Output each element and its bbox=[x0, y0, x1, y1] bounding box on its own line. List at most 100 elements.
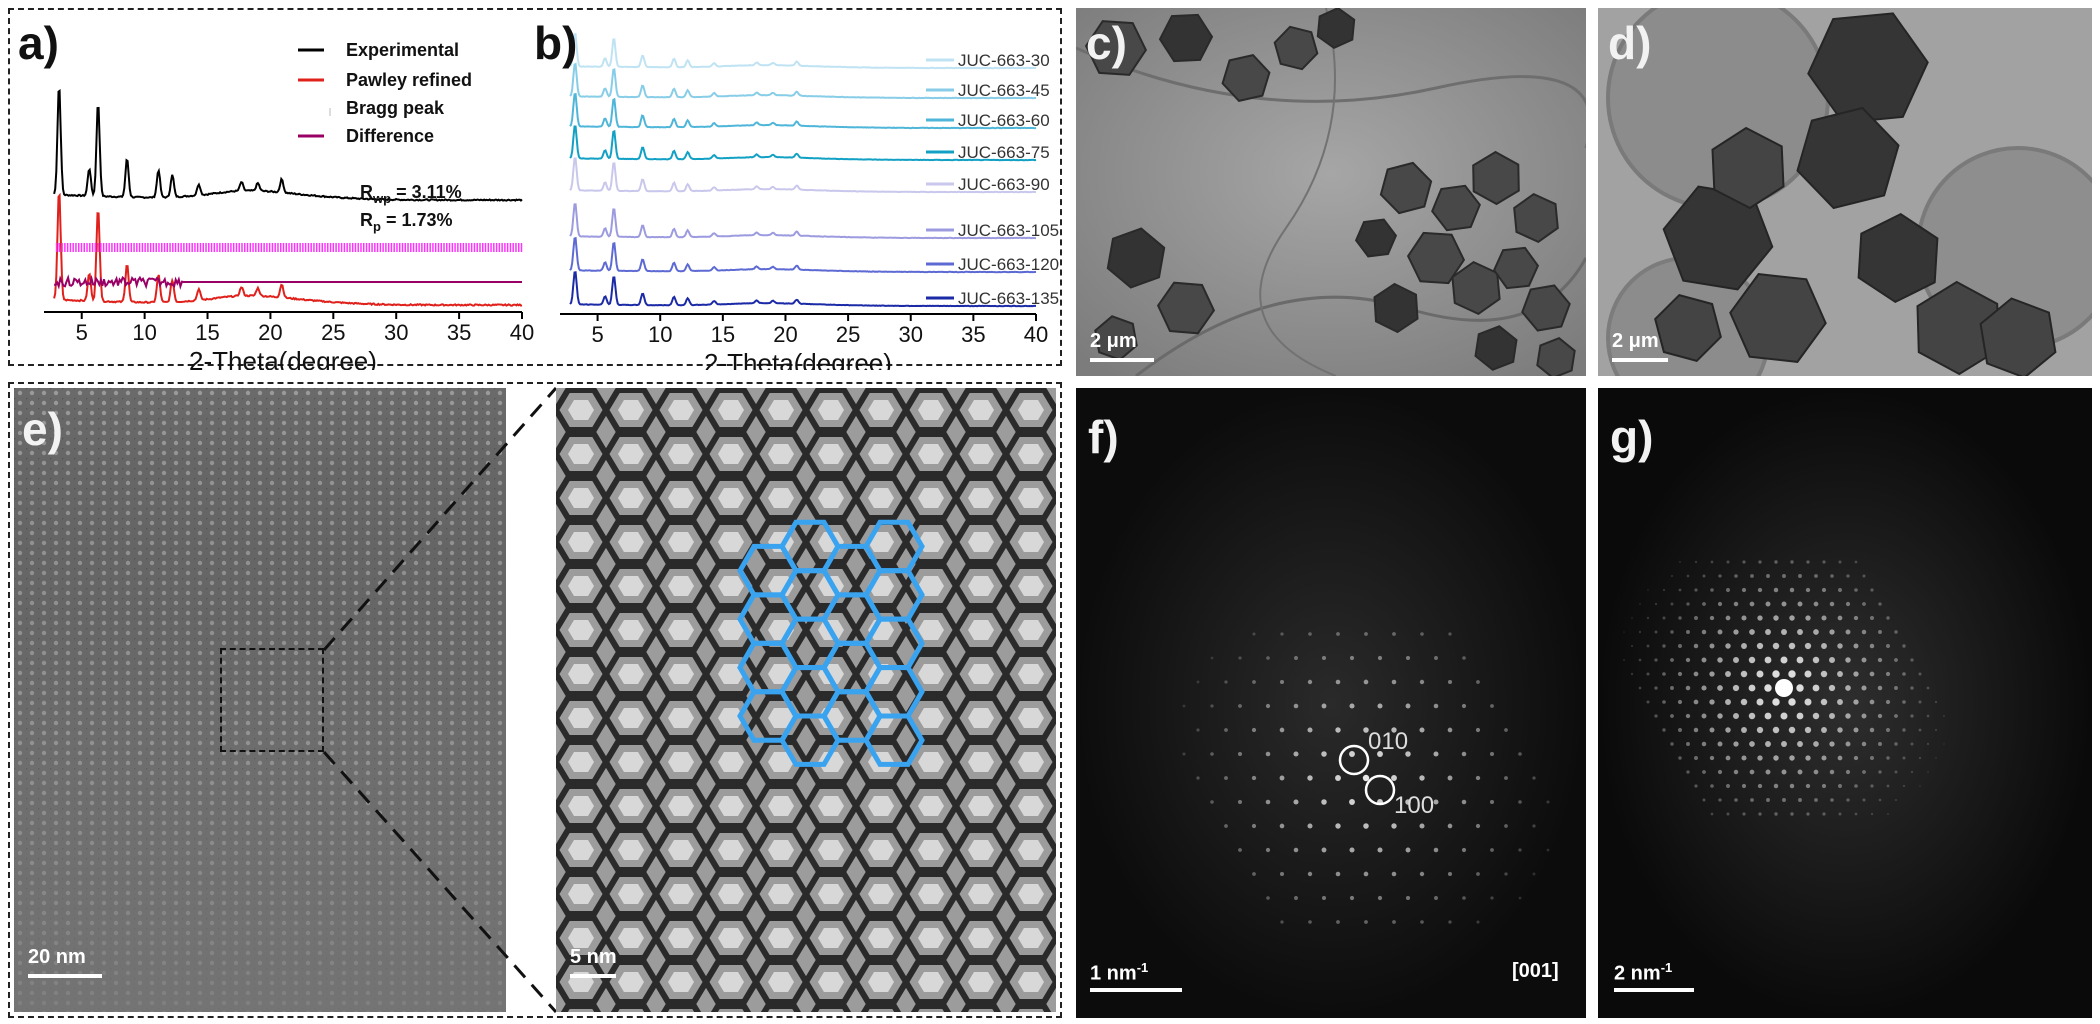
series-label: JUC-663-90 bbox=[958, 175, 1050, 194]
diffraction-spot bbox=[1804, 726, 1812, 734]
diffraction-spot bbox=[1701, 713, 1707, 719]
diffraction-spot bbox=[1725, 615, 1731, 621]
diffraction-spot bbox=[1797, 741, 1803, 747]
diffraction-spot bbox=[1910, 686, 1914, 690]
diffraction-spot bbox=[1717, 601, 1723, 607]
diffraction-spot bbox=[1686, 602, 1690, 606]
diffraction-spot bbox=[1678, 588, 1682, 592]
series-line-0 bbox=[569, 33, 1037, 70]
diffraction-spot bbox=[1845, 713, 1851, 719]
series-line-1 bbox=[53, 192, 523, 307]
diffraction-spot bbox=[1709, 671, 1715, 677]
diffraction-spot bbox=[1702, 798, 1706, 802]
diffraction-spot bbox=[1749, 629, 1755, 635]
diffraction-spot bbox=[1733, 629, 1739, 635]
diffraction-spot bbox=[1927, 771, 1929, 773]
diffraction-spot bbox=[1349, 799, 1355, 805]
diffraction-spot bbox=[1377, 655, 1383, 661]
diffraction-spot bbox=[1685, 685, 1691, 691]
diffraction-spot bbox=[1293, 751, 1299, 757]
diffraction-spot bbox=[1662, 700, 1666, 704]
diffraction-spot bbox=[1861, 629, 1867, 635]
diffraction-spot bbox=[1846, 798, 1850, 802]
scale-bar-e-right bbox=[570, 974, 616, 978]
diffraction-spot bbox=[1765, 741, 1771, 747]
chart-b: 5 10 15 20 25 30 35 40 2-Theta(degree) JUC-663-30… bbox=[560, 33, 1059, 370]
diffraction-spot bbox=[1405, 847, 1411, 853]
scale-bar-e-left bbox=[28, 974, 102, 978]
diffraction-spot bbox=[1789, 587, 1795, 593]
diffraction-spot bbox=[1647, 589, 1649, 591]
diffraction-spot bbox=[1790, 812, 1794, 816]
diffraction-spot bbox=[1877, 685, 1883, 691]
diffraction-spot bbox=[1630, 644, 1634, 648]
diffraction-spot bbox=[1694, 616, 1698, 620]
diffraction-spot bbox=[1878, 770, 1882, 774]
diffraction-spot bbox=[1717, 629, 1723, 635]
diffraction-spot bbox=[1252, 680, 1256, 684]
diffraction-spot bbox=[1813, 601, 1819, 607]
diffraction-spot bbox=[1942, 714, 1946, 718]
diffraction-spot bbox=[1854, 560, 1858, 564]
scale-label-e-right: 5 nm bbox=[570, 946, 617, 968]
diffraction-spot bbox=[1886, 644, 1890, 648]
diffraction-spot bbox=[1797, 629, 1803, 635]
series-label: JUC-663-75 bbox=[958, 143, 1050, 162]
diffraction-spot bbox=[1845, 685, 1851, 691]
diffraction-spot bbox=[1349, 703, 1355, 709]
diffraction-spot bbox=[1796, 684, 1804, 692]
diffraction-spot bbox=[1391, 871, 1397, 877]
spot-label-010: 010 bbox=[1368, 728, 1409, 755]
diffraction-spot bbox=[1693, 727, 1699, 733]
diffraction-spot bbox=[1433, 703, 1439, 709]
diffraction-spot bbox=[1772, 642, 1780, 650]
diffraction-spot bbox=[1391, 775, 1397, 781]
crystal bbox=[1492, 246, 1540, 290]
diffraction-spot bbox=[1732, 684, 1740, 692]
diffraction-spot bbox=[1251, 727, 1257, 733]
diffraction-spot bbox=[1821, 727, 1827, 733]
diffraction-spot bbox=[1670, 686, 1674, 690]
diffraction-spot bbox=[1461, 703, 1467, 709]
diffraction-spot bbox=[1812, 684, 1820, 692]
diffraction-spot bbox=[1894, 770, 1898, 774]
panel-ab-frame bbox=[8, 8, 1062, 366]
diffraction-spot bbox=[1196, 728, 1200, 732]
diffraction-spot bbox=[1307, 775, 1313, 781]
diffraction-spot bbox=[1654, 714, 1658, 718]
series-line-4 bbox=[569, 157, 1037, 194]
diffraction-spot bbox=[1490, 896, 1494, 900]
diffraction-spot bbox=[1878, 630, 1882, 634]
diffraction-spot bbox=[1805, 783, 1811, 789]
x-axis-label: 2-Theta(degree) bbox=[704, 348, 892, 370]
tem-image-c: c) 2 μm bbox=[1076, 8, 1586, 376]
diffraction-spot bbox=[1447, 871, 1453, 877]
diffraction-spot bbox=[1733, 713, 1739, 719]
diffraction-spot bbox=[1806, 812, 1810, 816]
diffraction-spot bbox=[1861, 741, 1867, 747]
diffraction-spot bbox=[1693, 643, 1699, 649]
diffraction-spot bbox=[1532, 824, 1536, 828]
series-label: JUC-663-45 bbox=[958, 81, 1050, 100]
diffraction-spot bbox=[1772, 698, 1780, 706]
diffraction-spot bbox=[1838, 560, 1842, 564]
x-tick-label: 20 bbox=[258, 320, 282, 345]
diffraction-spot bbox=[1805, 587, 1811, 593]
diffraction-spot bbox=[1639, 603, 1641, 605]
diffraction-spot bbox=[1838, 588, 1842, 592]
diffraction-spot bbox=[1781, 629, 1787, 635]
diffraction-spot bbox=[1476, 872, 1480, 876]
series-label: JUC-663-105 bbox=[958, 221, 1059, 240]
diffraction-spot bbox=[1335, 775, 1341, 781]
diffraction-spot bbox=[1845, 629, 1851, 635]
x-tick-label: 10 bbox=[132, 320, 156, 345]
diffraction-spot bbox=[1433, 751, 1439, 757]
diffraction-spot bbox=[1670, 742, 1674, 746]
zoom-region-box bbox=[220, 648, 324, 752]
panel-label-c: c) bbox=[1086, 17, 1127, 69]
diffraction-spot bbox=[1336, 632, 1340, 636]
diffraction-spot bbox=[1476, 920, 1480, 924]
diffraction-spot bbox=[1717, 769, 1723, 775]
diffraction-spot bbox=[1210, 752, 1214, 756]
diffraction-spot bbox=[1740, 698, 1748, 706]
